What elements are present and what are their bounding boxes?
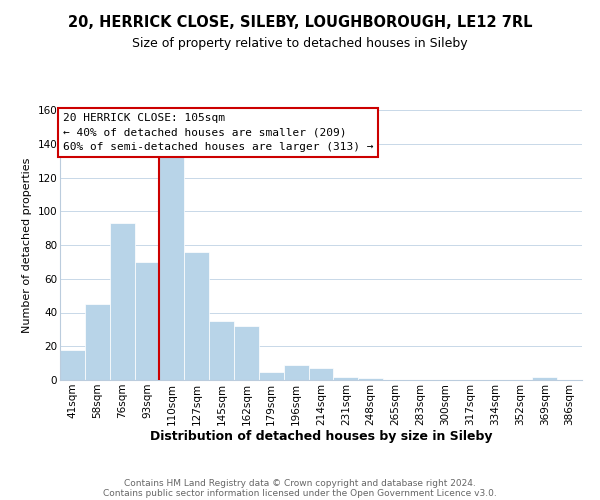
Bar [85, 304, 110, 380]
Text: Contains public sector information licensed under the Open Government Licence v3: Contains public sector information licen… [103, 488, 497, 498]
Text: Contains HM Land Registry data © Crown copyright and database right 2024.: Contains HM Land Registry data © Crown c… [124, 478, 476, 488]
Bar [532, 376, 557, 380]
Y-axis label: Number of detached properties: Number of detached properties [22, 158, 32, 332]
Bar [234, 326, 259, 380]
X-axis label: Distribution of detached houses by size in Sileby: Distribution of detached houses by size … [150, 430, 492, 444]
Text: 20 HERRICK CLOSE: 105sqm
← 40% of detached houses are smaller (209)
60% of semi-: 20 HERRICK CLOSE: 105sqm ← 40% of detach… [62, 112, 373, 152]
Bar [284, 365, 308, 380]
Bar [160, 156, 184, 380]
Bar [334, 376, 358, 380]
Bar [209, 321, 234, 380]
Bar [259, 372, 284, 380]
Bar [184, 252, 209, 380]
Text: Size of property relative to detached houses in Sileby: Size of property relative to detached ho… [132, 38, 468, 51]
Bar [358, 378, 383, 380]
Bar [60, 350, 85, 380]
Bar [110, 223, 134, 380]
Bar [308, 368, 334, 380]
Bar [134, 262, 160, 380]
Text: 20, HERRICK CLOSE, SILEBY, LOUGHBOROUGH, LE12 7RL: 20, HERRICK CLOSE, SILEBY, LOUGHBOROUGH,… [68, 15, 532, 30]
